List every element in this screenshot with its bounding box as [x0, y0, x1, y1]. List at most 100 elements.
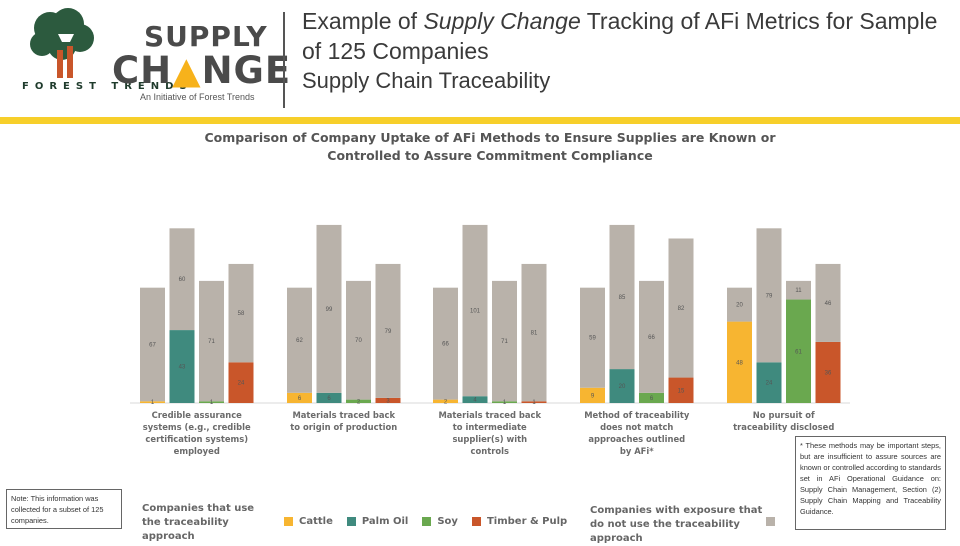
page-title: Example of Supply Change Tracking of AFi… [302, 8, 938, 64]
bar-exposure-soy-g1 [199, 280, 224, 402]
swatch-exposure [766, 517, 775, 526]
legend-exposure-label: Companies with exposure that do not use … [590, 505, 763, 544]
swatch-cattle [284, 517, 293, 526]
bar-use-palm-oil-g5 [756, 362, 782, 403]
swatch-palm-oil [346, 517, 356, 526]
data-label-use-timber-pulp-g4: 15 [678, 388, 685, 394]
bar-exposure-palm-oil-g3 [462, 224, 488, 397]
data-label-exposure-soy-g2: 70 [355, 338, 362, 344]
bar-use-timber-pulp-g1 [228, 362, 254, 403]
bar-exposure-palm-oil-g5 [756, 228, 782, 363]
data-label-exposure-palm-oil-g2: 99 [326, 307, 333, 313]
data-label-exposure-timber-pulp-g3: 81 [531, 331, 538, 337]
bar-use-cattle-g1 [140, 401, 165, 403]
bar-use-palm-oil-g2 [316, 392, 342, 403]
bar-use-palm-oil-g4 [609, 369, 635, 403]
swatch-timber-pulp [471, 517, 481, 526]
data-label-use-soy-g3: 1 [503, 400, 507, 406]
data-label-use-soy-g5: 61 [795, 349, 802, 355]
data-label-exposure-cattle-g2: 62 [296, 338, 303, 344]
forest-trends-wordmark: FOREST TRENDS [22, 81, 193, 92]
forest-trends-tree-logo [30, 8, 94, 78]
category-label-g5-line1: No pursuit of [753, 410, 815, 420]
data-label-exposure-timber-pulp-g5: 46 [825, 301, 832, 307]
data-label-exposure-palm-oil-g4: 85 [619, 295, 626, 301]
bar-use-soy-g2 [346, 399, 371, 403]
footnote-afi: * These methods may be important steps, … [795, 436, 946, 530]
data-label-use-cattle-g5: 48 [736, 360, 743, 366]
data-label-exposure-cattle-g4: 59 [589, 336, 596, 342]
data-label-use-palm-oil-g1: 43 [179, 365, 186, 371]
data-label-use-palm-oil-g4: 20 [619, 384, 626, 390]
bar-use-soy-g4 [639, 392, 664, 403]
bar-exposure-palm-oil-g4 [609, 224, 635, 370]
category-label-g4-line1: Method of traceability [584, 410, 690, 420]
header: FOREST TRENDS SUPPLY CH▲NGE An Initiativ… [0, 0, 960, 118]
category-label-g4-line4: by AFi* [620, 446, 654, 456]
bar-exposure-soy-g3 [492, 280, 517, 402]
note-subset: Note: This information was collected for… [6, 489, 122, 529]
bar-exposure-timber-pulp-g1 [228, 263, 254, 363]
legend-item-cattle: Cattle [284, 516, 333, 527]
data-label-use-cattle-g1: 1 [151, 400, 155, 406]
triangle-icon: ▲ [172, 49, 202, 92]
legend-item-soy: Soy [422, 516, 458, 527]
bar-exposure-palm-oil-g1 [169, 228, 195, 331]
category-label-g3-line1: Materials traced back [438, 410, 541, 420]
data-label-exposure-soy-g1: 71 [208, 339, 215, 345]
data-label-use-palm-oil-g2: 6 [327, 396, 331, 402]
swatch-soy [422, 517, 432, 526]
bar-use-cattle-g2 [287, 392, 312, 403]
bar-use-palm-oil-g3 [462, 396, 488, 403]
data-label-exposure-timber-pulp-g4: 82 [678, 306, 685, 312]
category-label-g1-line3: certification systems) [145, 434, 248, 444]
category-label-g2-line2: to origin of production [290, 422, 397, 432]
bar-exposure-timber-pulp-g3 [521, 263, 547, 402]
bar-exposure-soy-g4 [639, 280, 664, 393]
category-label-g2-line1: Materials traced back [292, 410, 395, 420]
bar-exposure-palm-oil-g2 [316, 224, 342, 393]
bar-exposure-timber-pulp-g5 [815, 263, 841, 342]
category-label-g3-line2: to intermediate [453, 422, 527, 432]
data-label-use-timber-pulp-g1: 24 [238, 381, 245, 387]
bar-exposure-cattle-g3 [433, 287, 458, 400]
bar-exposure-soy-g2 [346, 280, 371, 400]
logo-change-text: CH▲NGE [112, 49, 292, 92]
bar-use-cattle-g4 [580, 387, 605, 403]
supply-change-logo: SUPPLY CH▲NGE An Initiative of Forest Tr… [112, 22, 292, 103]
bar-use-timber-pulp-g3 [521, 401, 547, 403]
bar-use-soy-g5 [786, 299, 811, 403]
data-label-exposure-cattle-g5: 20 [736, 303, 743, 309]
data-label-exposure-cattle-g3: 66 [442, 342, 449, 348]
logo-tagline: An Initiative of Forest Trends [140, 92, 255, 102]
bar-exposure-cattle-g5 [727, 287, 752, 322]
category-label-g4-line2: does not match [600, 422, 673, 432]
data-label-exposure-palm-oil-g1: 60 [179, 277, 186, 283]
data-label-use-timber-pulp-g2: 3 [386, 398, 390, 404]
data-label-exposure-soy-g4: 66 [648, 335, 655, 341]
bar-use-timber-pulp-g2 [375, 397, 401, 403]
bar-use-timber-pulp-g5 [815, 341, 841, 403]
bar-exposure-timber-pulp-g4 [668, 238, 694, 378]
legend: Cattle Palm Oil Soy Timber & Pulp [284, 516, 567, 527]
legend-item-palm-oil: Palm Oil [346, 516, 408, 527]
data-label-exposure-soy-g3: 71 [501, 339, 508, 345]
data-label-exposure-timber-pulp-g2: 79 [385, 329, 392, 335]
bar-exposure-cattle-g2 [287, 287, 312, 393]
data-label-exposure-soy-g5: 11 [795, 288, 802, 294]
data-label-use-cattle-g4: 9 [591, 393, 595, 399]
data-label-use-timber-pulp-g5: 36 [825, 370, 832, 376]
bar-use-timber-pulp-g4 [668, 377, 694, 403]
page-subtitle: Supply Chain Traceability [302, 68, 551, 93]
bar-exposure-cattle-g4 [580, 287, 605, 388]
data-label-use-cattle-g2: 6 [298, 396, 302, 402]
bar-exposure-soy-g5 [786, 280, 811, 300]
category-label-g1-line2: systems (e.g., credible [143, 422, 251, 432]
data-label-exposure-palm-oil-g3: 101 [470, 309, 481, 315]
data-label-exposure-timber-pulp-g1: 58 [238, 311, 245, 317]
data-label-use-cattle-g3: 2 [444, 399, 448, 405]
bar-exposure-timber-pulp-g2 [375, 263, 401, 398]
accent-bar [0, 117, 960, 124]
data-label-use-soy-g1: 1 [210, 400, 214, 406]
